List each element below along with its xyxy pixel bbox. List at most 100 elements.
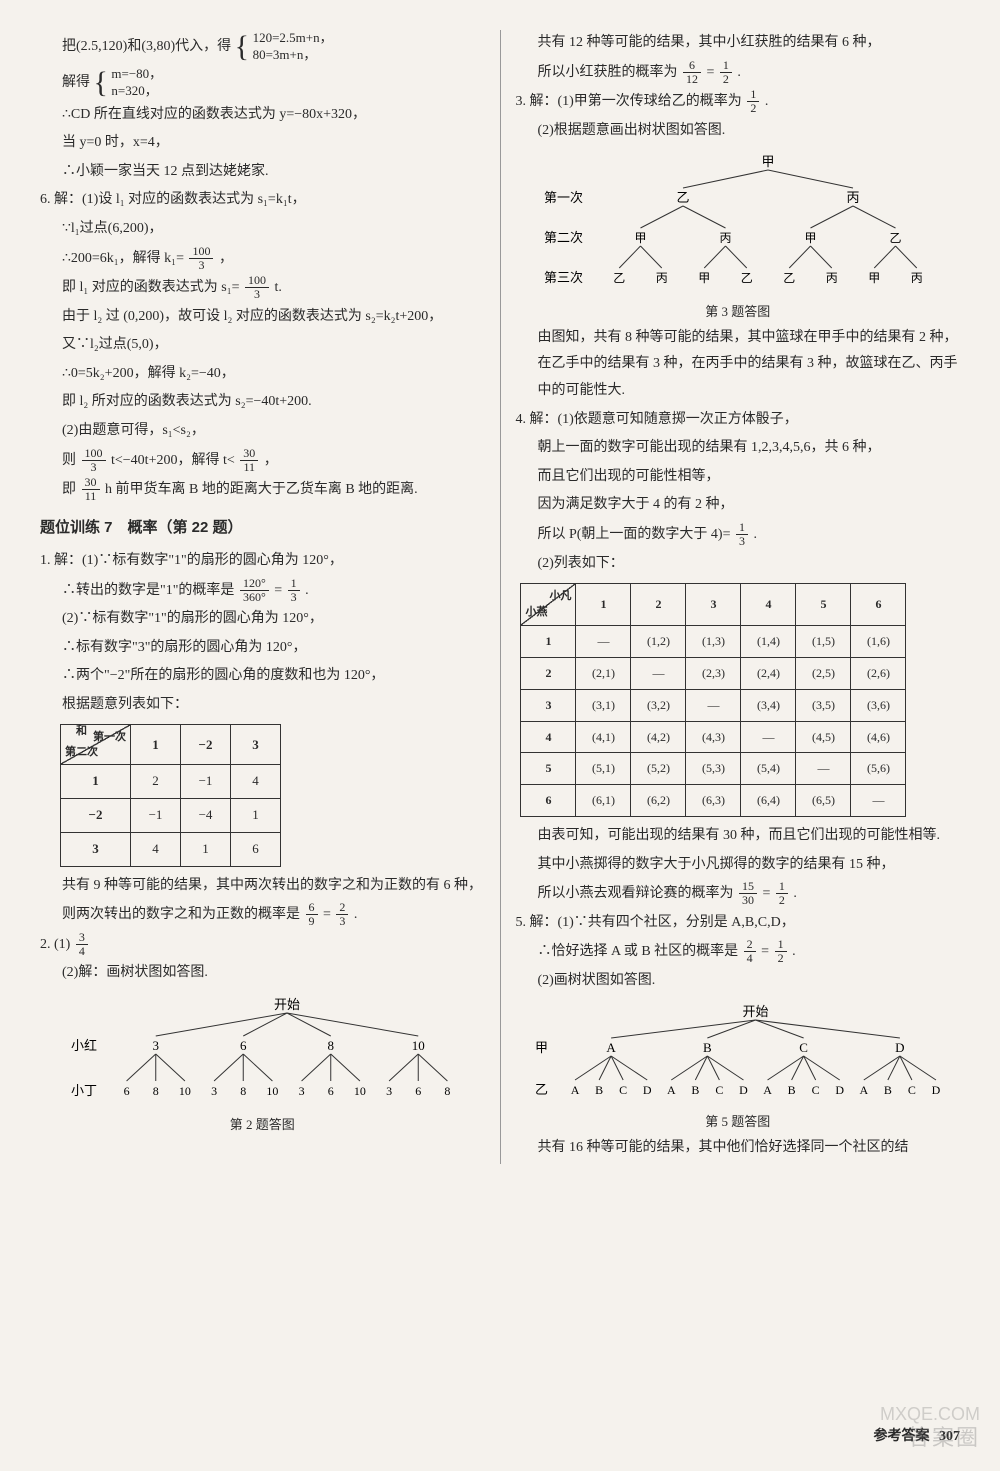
text-line: 5. 解：(1)∵共有四个社区，分别是 A,B,C,D， (515, 910, 960, 937)
svg-text:丙: 丙 (910, 271, 922, 285)
svg-text:乙: 乙 (676, 190, 689, 205)
svg-text:8: 8 (241, 1084, 247, 1098)
section-title: 题位训练 7 概率（第 22 题） (40, 514, 485, 543)
text-line: 所以小燕去观看辩论赛的概率为 1530 = 12 . (515, 880, 960, 908)
text-line: 则 1003 t<−40t+200，解得 t< 3011 ， (40, 447, 485, 475)
svg-text:D: D (931, 1083, 940, 1097)
text-line: ∴两个"−2"所在的扇形的圆心角的度数和也为 120°， (40, 663, 485, 690)
svg-text:A: A (859, 1083, 868, 1097)
fraction: 3011 (82, 476, 100, 503)
fraction: 12 (720, 59, 732, 86)
text-line: 而且它们出现的可能性相等， (515, 464, 960, 491)
brace-icon: { (94, 71, 108, 95)
tree-diagram-2: 开始36810小红681038103610368小丁 (40, 995, 485, 1105)
text-line: 6. 解：(1)设 l₁ 对应的函数表达式为 s₁=k₁t， (40, 187, 485, 214)
svg-text:小红: 小红 (71, 1038, 97, 1053)
text-line: ∴200=6k₁，解得 k₁= 1003 ， (40, 245, 485, 273)
svg-text:8: 8 (153, 1084, 159, 1098)
fraction: 1003 (245, 274, 269, 301)
text-line: 共有 9 种等可能的结果，其中两次转出的数字之和为正数的有 6 种， (40, 873, 485, 900)
column-divider (500, 30, 501, 1164)
svg-text:第一次: 第一次 (544, 190, 583, 205)
text-line: ∴转出的数字是"1"的概率是 120°360° = 13 . (40, 577, 485, 605)
fraction: 34 (76, 931, 88, 958)
watermark: 答案圈 (908, 1417, 980, 1459)
text-line: ∴0=5k₂+200，解得 k₂=−40， (40, 361, 485, 388)
right-column: 共有 12 种等可能的结果，其中小红获胜的结果有 6 种， 所以小红获胜的概率为… (505, 30, 970, 1164)
svg-text:B: B (691, 1083, 699, 1097)
text-line: 4. 解：(1)依题意可知随意掷一次正方体骰子， (515, 407, 960, 434)
text-line: 所以 P(朝上一面的数字大于 4)= 13 . (515, 521, 960, 549)
text-line: 1. 解：(1)∵标有数字"1"的扇形的圆心角为 120°， (40, 548, 485, 575)
page-columns: 把(2.5,120)和(3,80)代入，得 { 120=2.5m+n， 80=3… (30, 30, 970, 1164)
svg-text:乙: 乙 (613, 271, 625, 285)
text-line: ∴CD 所在直线对应的函数表达式为 y=−80x+320， (40, 102, 485, 129)
svg-text:D: D (739, 1083, 748, 1097)
text-line: 朝上一面的数字可能出现的结果有 1,2,3,4,5,6，共 6 种， (515, 435, 960, 462)
text-line: ∴小颖一家当天 12 点到达姥姥家. (40, 159, 485, 186)
svg-text:D: D (895, 1040, 904, 1055)
table-q1: 第一次和第二次1−2312−14−2−1−413416 (60, 724, 281, 866)
svg-text:丙: 丙 (825, 271, 837, 285)
text-line: 即 l₂ 所对应的函数表达式为 s₂=−40t+200. (40, 389, 485, 416)
brace-icon: { (235, 35, 249, 59)
svg-text:丙: 丙 (655, 271, 667, 285)
svg-text:3: 3 (211, 1084, 217, 1098)
text-line: (2)根据题意画出树状图如答图. (515, 118, 960, 145)
svg-text:丙: 丙 (719, 231, 731, 245)
text-line: 2. (1) 34 (40, 931, 485, 959)
text-line: 共有 12 种等可能的结果，其中小红获胜的结果有 6 种， (515, 30, 960, 57)
svg-text:开始: 开始 (274, 997, 300, 1012)
svg-text:开始: 开始 (742, 1004, 768, 1019)
svg-text:第二次: 第二次 (544, 230, 583, 245)
text-line: (2)由题意可得，s₁<s₂， (40, 418, 485, 445)
text-line: (2)解：画树状图如答图. (40, 960, 485, 987)
svg-text:B: B (787, 1083, 795, 1097)
svg-text:乙: 乙 (783, 271, 795, 285)
svg-text:A: A (606, 1040, 616, 1055)
svg-text:A: A (763, 1083, 772, 1097)
fraction: 12 (776, 880, 788, 907)
svg-text:甲: 甲 (804, 231, 816, 245)
fraction: 12 (775, 938, 787, 965)
fraction: 1530 (739, 880, 757, 907)
text-line: 解得 { m=−80， n=320， (40, 66, 485, 100)
text-line: 即 l₁ 对应的函数表达式为 s₁= 1003 t. (40, 274, 485, 302)
svg-text:乙: 乙 (889, 231, 901, 245)
tree-caption: 第 3 题答图 (515, 300, 960, 325)
svg-text:丙: 丙 (846, 190, 859, 205)
text-line: 则两次转出的数字之和为正数的概率是 69 = 23 . (40, 901, 485, 929)
tree-caption: 第 5 题答图 (515, 1110, 960, 1135)
text-line: ∴恰好选择 A 或 B 社区的概率是 24 = 12 . (515, 938, 960, 966)
text-line: 当 y=0 时，x=4， (40, 130, 485, 157)
svg-text:B: B (595, 1083, 603, 1097)
svg-text:6: 6 (240, 1038, 247, 1053)
text-line: (2)∵标有数字"1"的扇形的圆心角为 120°， (40, 606, 485, 633)
svg-text:C: C (799, 1040, 808, 1055)
text-line: 由图知，共有 8 种等可能的结果，其中篮球在甲手中的结果有 2 种，在乙手中的结… (515, 325, 960, 405)
text-line: ∴标有数字"3"的扇形的圆心角为 120°， (40, 635, 485, 662)
svg-text:10: 10 (412, 1038, 425, 1053)
text-line: 由于 l₂ 过 (0,200)，故可设 l₂ 对应的函数表达式为 s₂=k₂t+… (40, 304, 485, 331)
svg-text:8: 8 (445, 1084, 451, 1098)
svg-text:C: C (908, 1083, 916, 1097)
svg-text:8: 8 (328, 1038, 335, 1053)
svg-text:第三次: 第三次 (544, 270, 583, 285)
svg-text:C: C (619, 1083, 627, 1097)
svg-text:3: 3 (153, 1038, 160, 1053)
text-line: 把(2.5,120)和(3,80)代入，得 { 120=2.5m+n， 80=3… (40, 30, 485, 64)
table-q4: 小凡小燕1234561—(1,2)(1,3)(1,4)(1,5)(1,6)2(2… (520, 583, 906, 817)
svg-text:甲: 甲 (868, 271, 880, 285)
svg-text:10: 10 (267, 1084, 279, 1098)
svg-text:C: C (715, 1083, 723, 1097)
text-line: 共有 16 种等可能的结果，其中他们恰好选择同一个社区的结 (515, 1135, 960, 1162)
svg-text:乙: 乙 (535, 1082, 548, 1097)
svg-text:10: 10 (179, 1084, 191, 1098)
text-line: 因为满足数字大于 4 的有 2 种， (515, 492, 960, 519)
svg-text:D: D (835, 1083, 844, 1097)
fraction: 1003 (189, 245, 213, 272)
svg-text:3: 3 (386, 1084, 392, 1098)
svg-text:B: B (884, 1083, 892, 1097)
text-line: ∵l₁过点(6,200)， (40, 216, 485, 243)
fraction: 12 (747, 88, 759, 115)
